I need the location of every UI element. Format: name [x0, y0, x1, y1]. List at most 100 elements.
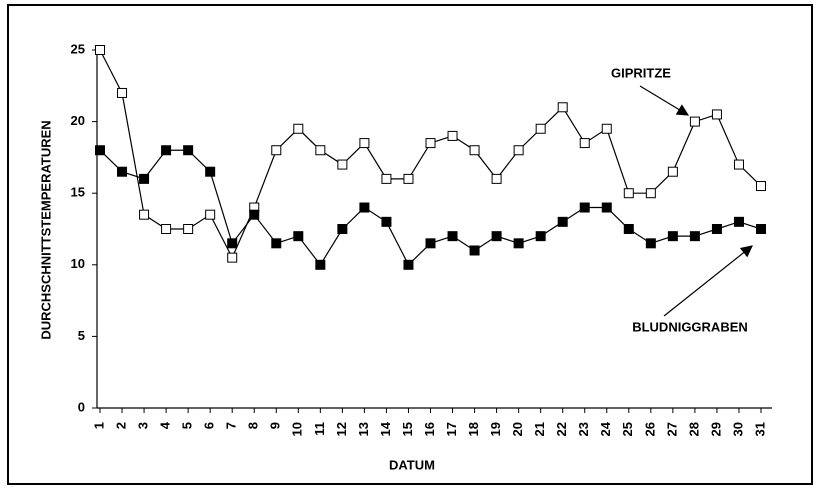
marker [359, 202, 370, 213]
marker [535, 231, 546, 242]
x-tick-label: 18 [466, 422, 481, 436]
x-tick-label: 30 [730, 422, 745, 436]
marker [557, 216, 568, 227]
marker [447, 130, 458, 141]
x-tick-label: 26 [642, 422, 657, 436]
marker [337, 159, 348, 170]
marker [667, 166, 678, 177]
y-tick-label: 25 [71, 41, 85, 56]
marker [711, 109, 722, 120]
x-tick-label: 25 [620, 422, 635, 436]
marker [469, 145, 480, 156]
marker [95, 45, 105, 55]
annotation: GIPRITZE [611, 65, 671, 80]
marker [623, 188, 634, 199]
x-tick-label: 14 [378, 421, 393, 436]
marker [711, 224, 722, 234]
x-tick-label: 13 [356, 422, 371, 436]
marker [227, 238, 238, 249]
marker [271, 145, 282, 156]
marker [469, 245, 480, 256]
x-tick-label: 19 [488, 422, 503, 436]
marker [359, 138, 370, 149]
marker [381, 216, 392, 227]
x-tick-label: 27 [664, 422, 679, 436]
marker [227, 252, 238, 263]
marker [447, 231, 458, 242]
marker [425, 138, 436, 149]
marker [425, 238, 436, 249]
x-tick-label: 23 [576, 422, 591, 436]
x-tick-label: 8 [246, 422, 261, 429]
x-tick-label: 5 [180, 422, 195, 429]
x-tick-label: 22 [554, 422, 569, 436]
marker [337, 224, 348, 234]
marker [183, 224, 194, 234]
y-tick-label: 0 [78, 399, 85, 414]
marker [689, 116, 700, 127]
x-tick-label: 1 [91, 422, 106, 429]
x-axis-title: DATUM [389, 457, 435, 472]
chart-frame [7, 4, 813, 485]
marker [161, 145, 172, 156]
x-tick-label: 6 [202, 422, 217, 429]
marker [579, 138, 590, 149]
marker [733, 216, 744, 227]
x-tick-label: 31 [752, 422, 767, 436]
marker [293, 123, 304, 134]
x-tick-label: 3 [136, 422, 151, 429]
marker [756, 224, 766, 234]
marker [513, 145, 524, 156]
marker [139, 173, 150, 184]
y-tick-label: 5 [78, 328, 85, 343]
marker [579, 202, 590, 213]
marker [183, 145, 194, 156]
marker [249, 209, 260, 220]
marker [205, 166, 216, 177]
marker [491, 173, 502, 184]
marker [315, 259, 326, 270]
x-tick-label: 4 [158, 421, 173, 429]
x-tick-label: 24 [598, 421, 613, 436]
x-tick-label: 21 [532, 422, 547, 436]
x-tick-label: 10 [290, 422, 305, 436]
marker [293, 231, 304, 242]
marker [667, 231, 678, 242]
x-tick-label: 16 [422, 422, 437, 436]
x-tick-label: 7 [224, 422, 239, 429]
arrow [639, 85, 690, 116]
marker [513, 238, 524, 249]
marker [161, 224, 172, 234]
x-tick-label: 29 [708, 422, 723, 436]
y-tick-label: 20 [71, 113, 85, 128]
marker [403, 173, 414, 184]
marker [689, 231, 700, 242]
marker [117, 87, 128, 98]
x-tick-label: 28 [686, 422, 701, 436]
marker [139, 209, 150, 220]
marker [623, 224, 634, 234]
marker [557, 102, 568, 113]
x-tick-label: 17 [444, 422, 459, 436]
marker [95, 145, 105, 156]
marker [601, 123, 612, 134]
marker [271, 238, 282, 249]
marker [315, 145, 326, 156]
x-tick-label: 15 [400, 422, 415, 436]
annotation: BLUDNIGGRABEN [632, 319, 748, 334]
x-tick-label: 12 [334, 422, 349, 436]
marker [756, 181, 766, 192]
x-tick-label: 9 [268, 422, 283, 429]
marker [733, 159, 744, 170]
x-tick-label: 20 [510, 422, 525, 436]
marker [645, 238, 656, 249]
y-axis-title: DURCHSCHNITTSTEMPERATUREN [38, 120, 53, 339]
marker [205, 209, 216, 220]
marker [535, 123, 546, 134]
marker [491, 231, 502, 242]
marker [645, 188, 656, 199]
marker [601, 202, 612, 213]
marker [117, 166, 128, 177]
y-tick-label: 10 [71, 256, 85, 271]
